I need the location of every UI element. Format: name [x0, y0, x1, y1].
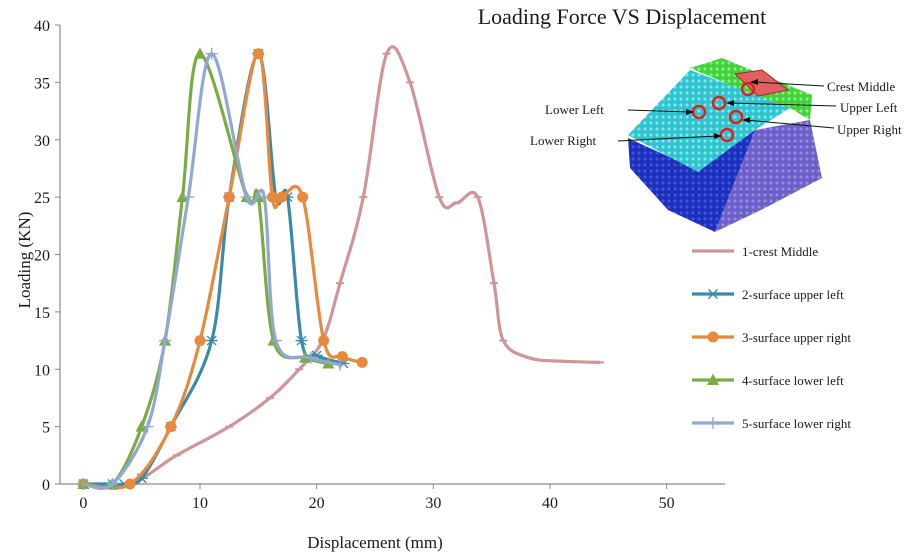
- legend-item-1: 1-crest Middle: [692, 244, 818, 259]
- annotation-lower-left: Lower Left: [545, 102, 604, 117]
- annotation-lower-right: Lower Right: [530, 133, 596, 148]
- axes: 0 5 10 15 20 25 30 35 40 0 10 20 30 40 50: [34, 18, 725, 512]
- data-point: [295, 335, 308, 346]
- crest-middle-marker: [740, 81, 756, 97]
- y-tick-label: 0: [42, 477, 50, 494]
- crest-middle-pointer: [753, 81, 825, 87]
- data-point: [304, 351, 317, 364]
- y-tick-label: 15: [34, 305, 50, 322]
- data-point: [205, 335, 218, 346]
- annotation-upper-right: Upper Right: [837, 122, 902, 137]
- upper-right-marker: [728, 109, 744, 125]
- upper-right-arrowhead: [742, 117, 750, 123]
- annotation-upper-left: Upper Left: [840, 100, 898, 115]
- data-point: [336, 351, 348, 363]
- data-point: [334, 358, 346, 371]
- specimen-inset-image: Crest Middle Upper Left Upper Right Lowe…: [530, 58, 902, 232]
- data-point: [159, 334, 171, 347]
- data-point: [194, 335, 206, 347]
- crest-marker-plate: [733, 69, 790, 97]
- data-point: [77, 478, 90, 490]
- y-tick-label: 35: [34, 75, 50, 92]
- series-line: [83, 45, 601, 488]
- y-axis-label: Loading (KN): [15, 212, 34, 309]
- legend-item-4: 4-surface lower left: [692, 373, 844, 388]
- x-tick-label: 50: [659, 495, 675, 512]
- legend-label: 1-crest Middle: [742, 244, 818, 259]
- legend: 1-crest Middle 2-surface upper left 3-surf…: [692, 244, 851, 431]
- y-tick-label: 25: [34, 190, 50, 207]
- data-point: [141, 420, 154, 433]
- upper-right-pointer: [744, 119, 835, 129]
- upper-left-pointer: [728, 102, 837, 107]
- data-point: [297, 191, 309, 203]
- legend-label: 5-surface lower right: [742, 416, 851, 431]
- data-point: [707, 289, 719, 299]
- series-line: [83, 52, 341, 490]
- data-point: [258, 191, 271, 204]
- data-point: [707, 417, 719, 429]
- series-5: [77, 47, 346, 490]
- x-tick-label: 10: [192, 495, 208, 512]
- lower-right-pointer: [617, 135, 719, 142]
- data-point-stroke: [296, 335, 307, 346]
- specimen-right-face: [715, 120, 822, 232]
- data-point: [269, 334, 282, 347]
- x-tick-label: 40: [542, 495, 558, 512]
- data-point: [276, 191, 288, 203]
- upper-left-arrowhead: [726, 100, 734, 106]
- chart-title: Loading Force VS Displacement: [478, 4, 767, 29]
- x-tick-label: 0: [79, 495, 87, 512]
- legend-item-5: 5-surface lower right: [692, 416, 851, 431]
- series-2: [77, 48, 350, 489]
- y-tick-label: 10: [34, 362, 50, 379]
- series-layer: [77, 45, 605, 490]
- y-tick-label: 5: [42, 420, 50, 437]
- data-point: [124, 478, 136, 490]
- lower-right-marker: [719, 127, 735, 143]
- data-point: [318, 335, 330, 347]
- data-point: [135, 420, 148, 432]
- lower-left-pointer: [627, 109, 691, 113]
- data-point: [182, 191, 195, 204]
- lower-right-arrowhead: [714, 133, 722, 139]
- y-axis-label-group: Loading (KN): [15, 212, 34, 309]
- data-point: [205, 47, 218, 60]
- data-point: [194, 47, 206, 59]
- legend-label: 4-surface lower left: [742, 373, 844, 388]
- x-tick-label: 20: [309, 495, 325, 512]
- annotation-crest-middle: Crest Middle: [827, 79, 895, 94]
- specimen-lower-face: [628, 130, 755, 232]
- x-axis-label: Displacement (mm): [307, 533, 443, 552]
- data-point: [165, 421, 177, 433]
- data-point-stroke: [136, 473, 147, 484]
- y-tick-label: 30: [34, 133, 50, 150]
- legend-label: 2-surface upper left: [742, 287, 844, 302]
- data-point-stroke: [708, 289, 718, 299]
- legend-item-2: 2-surface upper left: [692, 287, 844, 302]
- data-point: [707, 331, 719, 343]
- data-point: [707, 373, 719, 385]
- data-point: [266, 191, 278, 203]
- lower-left-arrowhead: [686, 109, 694, 115]
- data-point: [356, 356, 368, 368]
- legend-label: 3-surface upper right: [742, 330, 851, 345]
- data-point-stroke: [206, 335, 217, 346]
- series-line: [83, 52, 344, 487]
- data-point: [252, 48, 264, 60]
- x-tick-label: 30: [425, 495, 441, 512]
- series-line: [83, 52, 329, 490]
- data-point: [176, 190, 189, 203]
- upper-left-marker: [711, 95, 727, 111]
- y-tick-label: 40: [34, 18, 50, 35]
- series-1: [79, 45, 605, 488]
- legend-item-3: 3-surface upper right: [692, 330, 851, 345]
- data-point: [106, 478, 119, 490]
- data-point: [240, 191, 253, 204]
- data-point: [223, 191, 235, 203]
- crest-middle-arrowhead: [750, 79, 758, 85]
- y-tick-label: 20: [34, 248, 50, 265]
